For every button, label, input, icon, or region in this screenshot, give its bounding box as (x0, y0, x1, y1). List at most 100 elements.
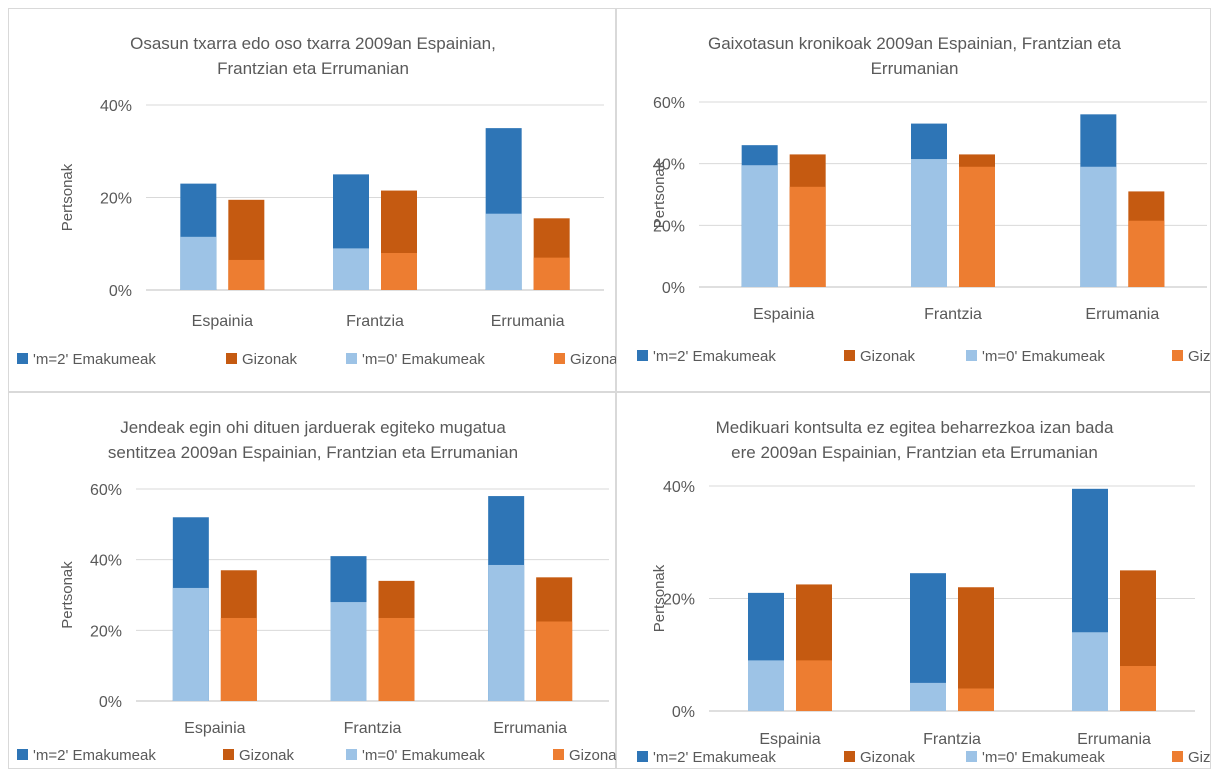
legend-label: Gizonak (860, 749, 916, 766)
bar-women-base (333, 248, 369, 290)
chart-panel-limited-activity: Jendeak egin ohi dituen jarduerak egitek… (8, 392, 617, 769)
legend-swatch (1172, 751, 1183, 762)
bar-women-base (485, 213, 522, 290)
chart-title-line: sentitzea 2009an Espainian, Frantzian et… (108, 443, 518, 462)
x-category-label: Errumania (1077, 731, 1151, 748)
chart-title-line: ere 2009an Espainian, Frantzian eta Erru… (731, 443, 1098, 462)
legend-swatch (553, 749, 564, 760)
legend-swatch (637, 751, 648, 762)
legend-label: Gizonak (1188, 348, 1211, 365)
bar-women-base (1080, 166, 1117, 287)
bar-women-base (330, 602, 367, 701)
bar-women-base (741, 165, 778, 287)
legend-swatch (844, 350, 855, 361)
legend-swatch (1172, 350, 1183, 361)
bar-men-base (228, 259, 265, 290)
y-tick-label: 60% (653, 95, 685, 112)
legend-label: 'm=0' Emakumeak (982, 348, 1105, 365)
bar-women-base (910, 682, 946, 711)
chart-svg-unmet-doctor: Medikuari kontsulta ez egitea beharrezko… (637, 418, 1211, 766)
y-axis-label: Pertsonak (651, 160, 668, 228)
bar-women-base (911, 159, 947, 287)
chart-panel-chronic-disease: Gaixotasun kronikoak 2009an Espainian, F… (616, 8, 1211, 392)
bar-men-base (536, 621, 573, 701)
y-tick-label: 40% (653, 157, 685, 174)
bar-men-base (959, 166, 995, 287)
x-category-label: Errumania (493, 720, 567, 737)
legend-swatch (346, 353, 357, 364)
chart-title-line: Jendeak egin ohi dituen jarduerak egitek… (120, 418, 506, 437)
legend-label: 'm=2' Emakumeak (653, 348, 776, 365)
x-category-label: Espainia (192, 313, 253, 330)
y-tick-label: 40% (90, 553, 122, 570)
x-category-label: Espainia (759, 731, 820, 748)
legend-label: Gizonak (1188, 749, 1211, 766)
bar-men-base (378, 617, 415, 701)
legend-swatch (17, 353, 28, 364)
legend-swatch (637, 350, 648, 361)
y-tick-label: 20% (663, 592, 695, 609)
y-tick-label: 40% (663, 479, 695, 496)
chart-title-line: Errumanian (871, 59, 959, 78)
y-tick-label: 0% (109, 283, 132, 300)
legend-label: 'm=2' Emakumeak (653, 749, 776, 766)
legend-swatch (346, 749, 357, 760)
chart-panel-unmet-doctor: Medikuari kontsulta ez egitea beharrezko… (616, 392, 1211, 769)
bar-women-base (748, 660, 784, 711)
y-tick-label: 40% (100, 98, 132, 115)
chart-title-line: Osasun txarra edo oso txarra 2009an Espa… (130, 34, 496, 53)
legend-swatch (966, 751, 977, 762)
legend-label: Gizonak (570, 351, 617, 368)
x-category-label: Frantzia (346, 313, 404, 330)
bar-women-base (1072, 632, 1108, 711)
legend-swatch (844, 751, 855, 762)
legend-swatch (226, 353, 237, 364)
x-category-label: Espainia (753, 306, 814, 323)
y-tick-label: 20% (653, 218, 685, 235)
chart-panel-poor-health: Osasun txarra edo oso txarra 2009an Espa… (8, 8, 617, 392)
legend-swatch (17, 749, 28, 760)
y-tick-label: 20% (90, 623, 122, 640)
bar-women-base (172, 587, 209, 701)
chart-title-line: Frantzian eta Errumanian (217, 59, 409, 78)
x-category-label: Frantzia (344, 720, 402, 737)
x-category-label: Errumania (1085, 306, 1159, 323)
legend-label: 'm=2' Emakumeak (33, 747, 156, 764)
legend-label: Gizonak (242, 351, 298, 368)
legend-label: 'm=2' Emakumeak (33, 351, 156, 368)
bar-men-base (1120, 666, 1156, 711)
x-category-label: Frantzia (923, 731, 981, 748)
chart-svg-poor-health: Osasun txarra edo oso txarra 2009an Espa… (17, 34, 617, 368)
bar-men-base (381, 253, 417, 290)
legend-label: Gizonak (239, 747, 295, 764)
legend-label: Gizonak (569, 747, 617, 764)
y-tick-label: 20% (100, 191, 132, 208)
y-axis-label: Pertsonak (651, 564, 668, 632)
y-axis-label: Pertsonak (59, 163, 76, 231)
legend-swatch (966, 350, 977, 361)
x-category-label: Frantzia (924, 306, 982, 323)
y-tick-label: 0% (99, 694, 122, 711)
bar-men-base (796, 660, 832, 711)
bar-men-base (789, 186, 826, 287)
bar-women-base (488, 564, 525, 701)
y-axis-label: Pertsonak (59, 561, 76, 629)
legend-swatch (223, 749, 234, 760)
y-tick-label: 60% (90, 482, 122, 499)
legend-label: 'm=0' Emakumeak (362, 747, 485, 764)
x-category-label: Espainia (184, 720, 245, 737)
legend-label: Gizonak (860, 348, 916, 365)
legend-label: 'm=0' Emakumeak (982, 749, 1105, 766)
bar-men-base (958, 688, 994, 711)
chart-svg-limited-activity: Jendeak egin ohi dituen jarduerak egitek… (17, 418, 617, 764)
y-tick-label: 0% (672, 704, 695, 721)
y-tick-label: 0% (662, 280, 685, 297)
chart-svg-chronic-disease: Gaixotasun kronikoak 2009an Espainian, F… (637, 34, 1211, 365)
bar-men-base (1128, 220, 1165, 287)
bar-men-base (533, 257, 570, 290)
legend-swatch (554, 353, 565, 364)
legend-label: 'm=0' Emakumeak (362, 351, 485, 368)
x-category-label: Errumania (491, 313, 565, 330)
chart-title-line: Medikuari kontsulta ez egitea beharrezko… (716, 418, 1114, 437)
bar-women-base (180, 236, 217, 290)
